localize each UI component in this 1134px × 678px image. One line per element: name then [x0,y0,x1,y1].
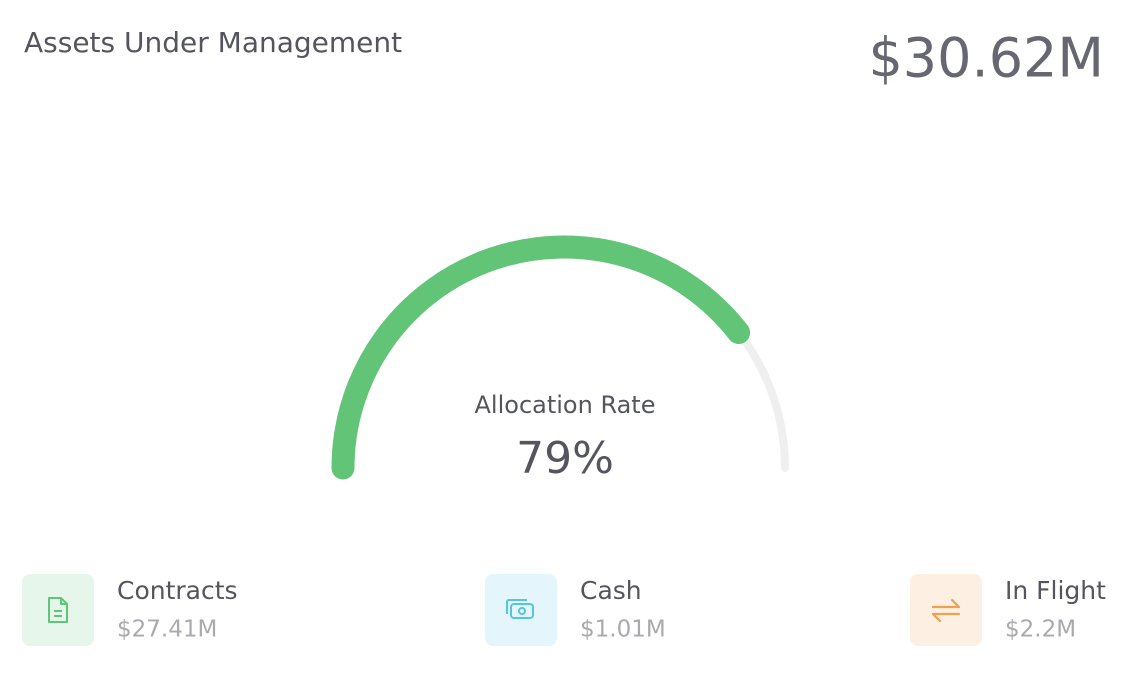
icon-box [485,574,557,646]
icon [48,597,68,623]
gauge-value: 79% [516,433,614,484]
item-label: In Flight [1005,576,1106,605]
icon [931,598,961,623]
items: Contracts $27.41M Cash $1.01M In Flight $2.2M [22,574,1106,646]
icon-shape [48,597,68,623]
gauge-label: Allocation Rate [475,391,656,419]
item-value: $2.2M [1005,617,1076,643]
title: Assets Under Management [24,26,402,59]
gauge [331,235,789,480]
item-label: Cash [580,576,642,605]
icon-shape [518,607,526,615]
item-value: $27.41M [117,617,217,643]
icon-box [910,574,982,646]
icon-shape [931,598,961,623]
icon-shape [506,599,527,614]
gauge-arc [331,235,751,480]
icon-shape [510,603,534,619]
item-value: $1.01M [580,617,666,643]
item-label: Contracts [117,576,238,605]
total: $30.62M [868,27,1104,90]
icon [506,599,534,619]
